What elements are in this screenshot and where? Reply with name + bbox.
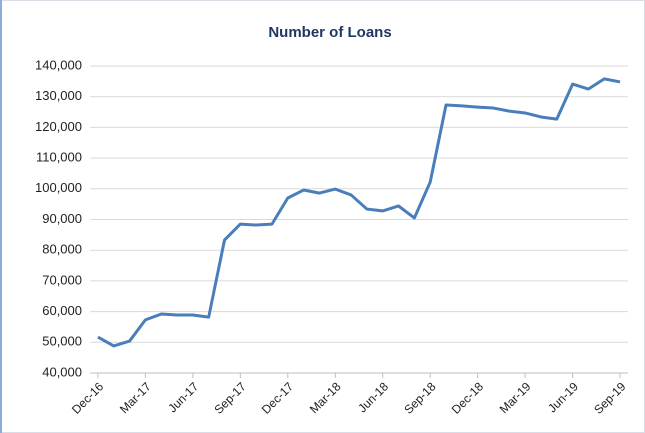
y-tick-label: 140,000 bbox=[35, 57, 82, 72]
y-tick-label: 40,000 bbox=[42, 364, 82, 379]
y-tick-label: 110,000 bbox=[36, 150, 82, 165]
data-line bbox=[97, 77, 621, 348]
y-tick-label: 90,000 bbox=[42, 211, 82, 226]
y-tick-label: 120,000 bbox=[35, 119, 82, 134]
y-tick-label: 100,000 bbox=[35, 180, 82, 195]
chart-title: Number of Loans bbox=[268, 24, 391, 41]
y-tick-label: 60,000 bbox=[42, 303, 82, 318]
y-tick-label: 70,000 bbox=[42, 272, 82, 287]
y-tick-label: 80,000 bbox=[42, 242, 82, 257]
y-tick-label: 50,000 bbox=[42, 334, 82, 349]
y-tick-label: 130,000 bbox=[35, 88, 82, 103]
